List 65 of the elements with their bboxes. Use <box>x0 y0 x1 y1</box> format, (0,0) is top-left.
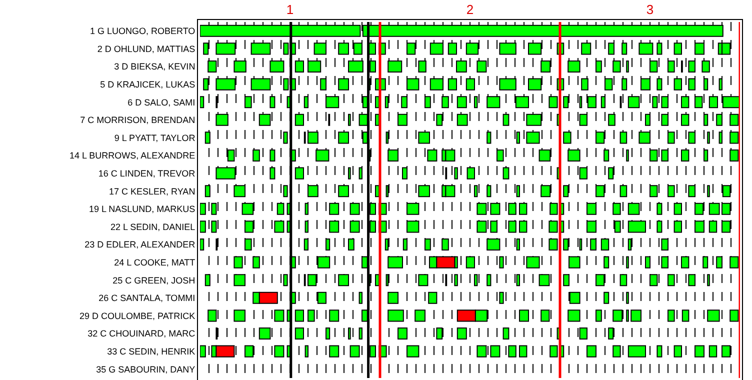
bar <box>358 292 362 304</box>
y-tick-label: 24 L COOKE, MATT <box>114 257 196 268</box>
bar <box>628 345 646 358</box>
bar <box>234 310 246 322</box>
bar <box>326 327 330 340</box>
y-tick-label: 33 C SEDIN, HENRIK <box>107 346 196 356</box>
bar <box>200 96 204 108</box>
bar <box>682 310 690 322</box>
bar <box>596 310 602 322</box>
y-tick-label: 35 G SABOURIN, DANY <box>96 364 196 374</box>
bar <box>406 345 420 358</box>
y-tick-label: 23 D EDLER, ALEXANDER <box>84 240 196 250</box>
bar <box>708 345 718 358</box>
y-tick-label: 7 C MORRISON, BRENDAN <box>80 115 196 126</box>
x-tick-label: 2 <box>466 2 474 17</box>
bar <box>200 220 206 233</box>
y-tick-label: 17 C KESLER, RYAN <box>108 186 196 196</box>
bar <box>388 292 398 304</box>
y-tick-label: 9 L PYATT, TAYLOR <box>114 132 196 143</box>
y-tick-label: 19 L NASLUND, MARKUS <box>88 204 196 214</box>
y-tick-label: 3 D BIEKSA, KEVIN <box>114 62 196 72</box>
bar <box>234 274 246 286</box>
bar <box>550 345 558 358</box>
bar <box>586 345 596 358</box>
bar <box>620 274 628 286</box>
bar <box>398 327 408 340</box>
y-tick-label: 29 D COULOMBE, PATRICK <box>79 310 196 321</box>
y-tick-label: 6 D SALO, SAMI <box>128 97 196 108</box>
y-tick-label: 26 C SANTALA, TOMMI <box>98 293 196 304</box>
y-tick-label: 32 C CHOUINARD, MARC <box>88 328 196 339</box>
bar <box>329 345 340 358</box>
bar <box>200 202 206 215</box>
y-tick-label: 16 C LINDEN, TREVOR <box>98 168 196 178</box>
bar <box>358 327 362 340</box>
bar <box>294 327 304 340</box>
y-tick-label: 5 D KRAJICEK, LUKAS <box>100 79 196 90</box>
y-tick-label: 2 D OHLUND, MATTIAS <box>97 44 196 54</box>
x-tick-label: 3 <box>646 2 654 17</box>
bar <box>656 345 662 358</box>
bar <box>414 310 426 322</box>
bar <box>294 310 304 322</box>
bar <box>388 310 404 322</box>
bar <box>456 327 467 340</box>
y-tick-label: 25 C GREEN, JOSH <box>112 275 196 286</box>
bar <box>304 345 308 358</box>
bar <box>329 310 340 322</box>
bar <box>486 274 492 286</box>
bar <box>519 345 528 358</box>
bar <box>730 310 739 322</box>
bar <box>604 292 610 304</box>
y-tick-label: 1 G LUONGO, ROBERTO <box>90 26 196 36</box>
bar <box>200 345 206 358</box>
bar <box>428 292 438 304</box>
y-tick-label: 22 L SEDIN, DANIEL <box>110 222 196 232</box>
x-tick-label: 1 <box>286 2 294 17</box>
y-tick-label: 14 L BURROWS, ALEXANDRE <box>69 150 196 161</box>
bar <box>568 310 580 322</box>
bar <box>563 274 570 286</box>
bar <box>502 327 510 340</box>
bar <box>519 310 529 322</box>
bar <box>204 274 210 286</box>
bar <box>674 345 682 358</box>
bar <box>200 238 204 251</box>
bar <box>338 274 349 286</box>
bar <box>694 345 704 358</box>
